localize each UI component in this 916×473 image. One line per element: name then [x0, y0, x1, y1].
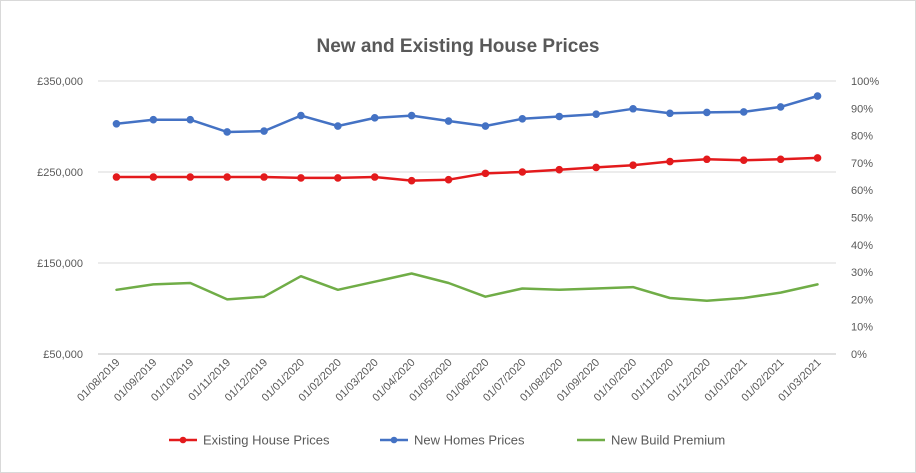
right-tick-label: 100%: [851, 76, 879, 88]
data-point: [776, 103, 785, 111]
data-point: [739, 156, 748, 164]
right-tick-label: 70%: [851, 158, 873, 170]
data-point: [666, 109, 674, 118]
right-tick-label: 60%: [851, 185, 873, 197]
right-tick-label: 20%: [851, 294, 873, 306]
left-axis-ticks: £50,000 £150,000 £250,000 £350,000: [37, 76, 83, 361]
data-point: [629, 104, 637, 113]
data-point: [297, 174, 305, 182]
legend-marker: [179, 436, 187, 444]
data-point: [703, 155, 711, 164]
data-point: [186, 173, 195, 181]
legend: Existing House Prices New Homes Prices New…: [169, 433, 725, 448]
data-point: [813, 92, 822, 100]
data-point: [444, 175, 453, 184]
left-tick-label: £150,000: [37, 258, 83, 270]
left-tick-label: £350,000: [37, 76, 83, 88]
data-point: [149, 115, 158, 124]
data-point: [149, 173, 158, 181]
data-point: [112, 173, 121, 181]
data-point: [334, 174, 342, 182]
data-point: [260, 173, 268, 181]
chart-title: New and Existing House Prices: [317, 36, 600, 57]
right-tick-label: 80%: [851, 131, 873, 143]
data-point: [186, 115, 195, 124]
data-point: [555, 165, 564, 174]
legend-label: New Homes Prices: [414, 433, 525, 448]
data-point: [813, 154, 822, 162]
gridlines: [98, 80, 836, 355]
legend-marker: [390, 436, 398, 444]
data-point: [407, 111, 416, 120]
left-tick-label: £50,000: [43, 349, 83, 361]
data-point: [334, 122, 342, 130]
data-point: [592, 163, 600, 172]
left-tick-label: £250,000: [37, 167, 83, 179]
data-point: [223, 128, 231, 136]
data-point: [223, 173, 231, 181]
data-point: [666, 157, 674, 166]
data-point: [518, 114, 527, 123]
data-point: [555, 112, 564, 121]
series-line: [115, 156, 819, 182]
right-tick-label: 0%: [851, 349, 867, 361]
series-line: [115, 272, 819, 303]
right-axis-ticks: 0% 10% 20% 30% 40% 50% 60% 70% 80% 90% 100%: [851, 76, 879, 361]
series-line: [115, 94, 819, 134]
data-point: [739, 108, 748, 116]
data-point: [112, 119, 121, 128]
right-tick-label: 40%: [851, 240, 873, 252]
right-tick-label: 30%: [851, 267, 873, 279]
x-axis-ticks: 01/08/201901/09/201901/10/201901/11/2019…: [75, 357, 824, 404]
data-point: [518, 168, 527, 176]
data-point: [629, 161, 637, 169]
legend-label: Existing House Prices: [203, 433, 330, 448]
data-point: [592, 110, 600, 119]
data-point: [703, 108, 711, 117]
data-point: [481, 169, 490, 178]
data-point: [297, 111, 305, 120]
data-point: [407, 176, 416, 185]
data-point: [481, 122, 490, 130]
legend-label: New Build Premium: [611, 433, 725, 448]
data-point: [370, 173, 379, 181]
series-layer: [112, 92, 822, 303]
right-tick-label: 50%: [851, 213, 873, 225]
data-point: [370, 114, 379, 122]
data-point: [776, 155, 785, 164]
data-point: [260, 127, 268, 135]
right-tick-label: 90%: [851, 103, 873, 115]
right-tick-label: 10%: [851, 322, 873, 334]
data-point: [444, 117, 453, 125]
